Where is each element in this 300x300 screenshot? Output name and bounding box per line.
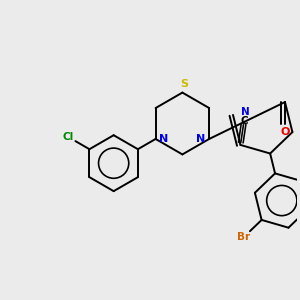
Text: C: C xyxy=(240,116,248,126)
Text: Br: Br xyxy=(237,232,250,242)
Text: N: N xyxy=(241,107,250,117)
Text: S: S xyxy=(180,79,188,89)
Text: Cl: Cl xyxy=(62,132,74,142)
Text: O: O xyxy=(280,127,290,136)
Text: N: N xyxy=(196,134,206,144)
Text: N: N xyxy=(159,134,169,144)
